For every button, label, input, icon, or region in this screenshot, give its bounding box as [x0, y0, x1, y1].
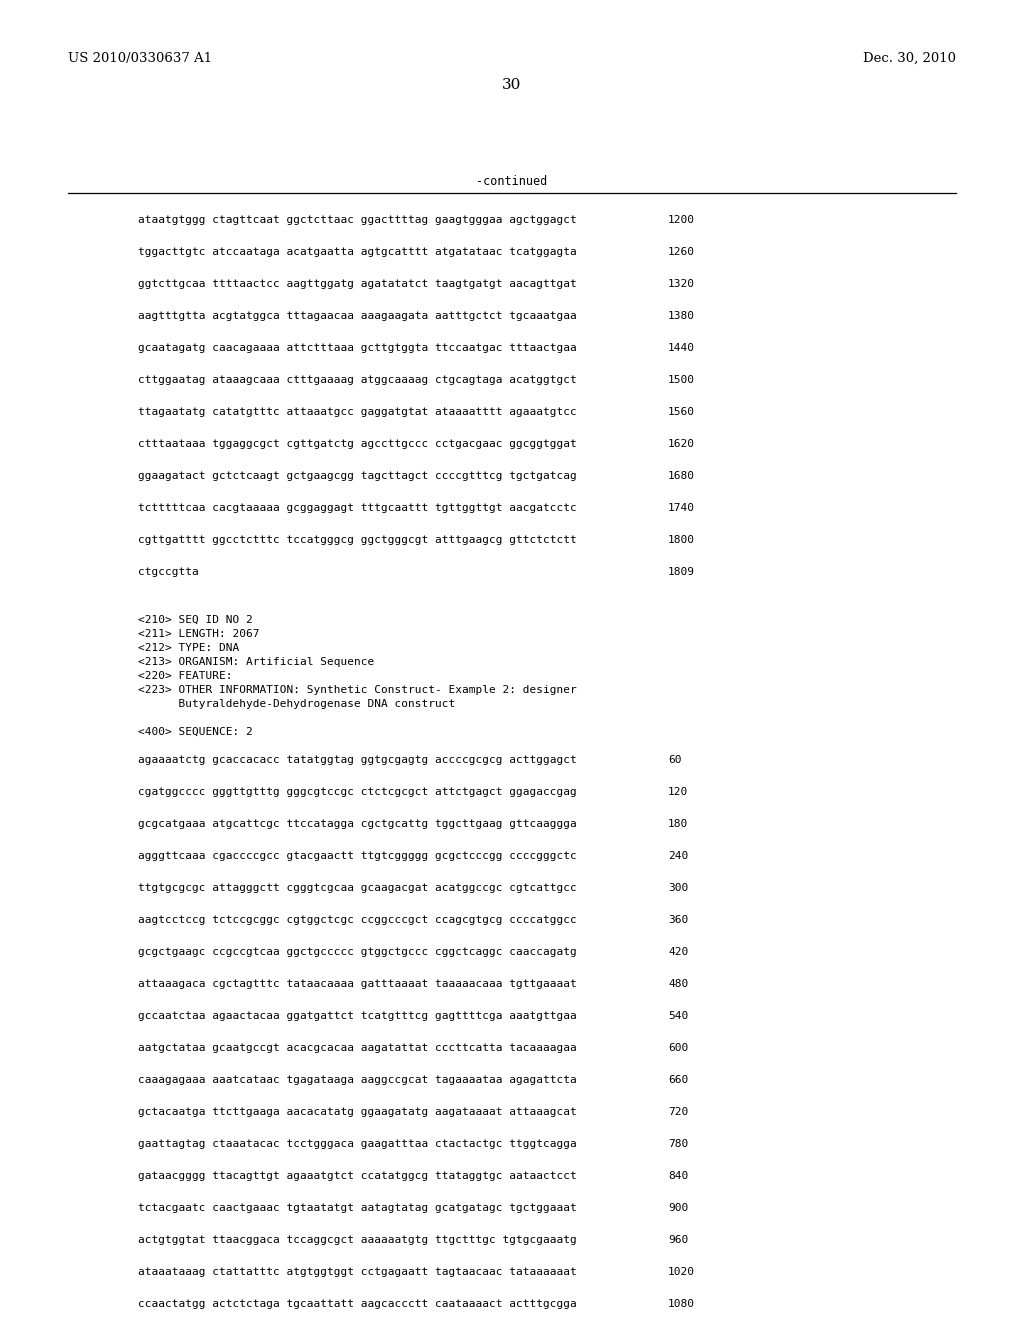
Text: ggaagatact gctctcaagt gctgaagcgg tagcttagct ccccgtttcg tgctgatcag: ggaagatact gctctcaagt gctgaagcgg tagctta… [138, 471, 577, 480]
Text: 840: 840 [668, 1171, 688, 1181]
Text: ccaactatgg actctctaga tgcaattatt aagcaccctt caataaaact actttgcgga: ccaactatgg actctctaga tgcaattatt aagcacc… [138, 1299, 577, 1309]
Text: 1380: 1380 [668, 312, 695, 321]
Text: 1020: 1020 [668, 1267, 695, 1276]
Text: 780: 780 [668, 1139, 688, 1148]
Text: 1800: 1800 [668, 535, 695, 545]
Text: 1680: 1680 [668, 471, 695, 480]
Text: actgtggtat ttaacggaca tccaggcgct aaaaaatgtg ttgctttgc tgtgcgaaatg: actgtggtat ttaacggaca tccaggcgct aaaaaat… [138, 1236, 577, 1245]
Text: 1560: 1560 [668, 407, 695, 417]
Text: agaaaatctg gcaccacacc tatatggtag ggtgcgagtg accccgcgcg acttggagct: agaaaatctg gcaccacacc tatatggtag ggtgcga… [138, 755, 577, 766]
Text: ctgccgtta: ctgccgtta [138, 568, 199, 577]
Text: 360: 360 [668, 915, 688, 925]
Text: <223> OTHER INFORMATION: Synthetic Construct- Example 2: designer: <223> OTHER INFORMATION: Synthetic Const… [138, 685, 577, 696]
Text: 540: 540 [668, 1011, 688, 1020]
Text: aagtttgtta acgtatggca tttagaacaa aaagaagata aatttgctct tgcaaatgaa: aagtttgtta acgtatggca tttagaacaa aaagaag… [138, 312, 577, 321]
Text: 480: 480 [668, 979, 688, 989]
Text: 1500: 1500 [668, 375, 695, 385]
Text: aatgctataa gcaatgccgt acacgcacaa aagatattat cccttcatta tacaaaagaa: aatgctataa gcaatgccgt acacgcacaa aagatat… [138, 1043, 577, 1053]
Text: 1809: 1809 [668, 568, 695, 577]
Text: 960: 960 [668, 1236, 688, 1245]
Text: 420: 420 [668, 946, 688, 957]
Text: -continued: -continued [476, 176, 548, 187]
Text: Butyraldehyde-Dehydrogenase DNA construct: Butyraldehyde-Dehydrogenase DNA construc… [138, 700, 456, 709]
Text: 720: 720 [668, 1107, 688, 1117]
Text: 240: 240 [668, 851, 688, 861]
Text: ataatgtggg ctagttcaat ggctcttaac ggacttttag gaagtgggaa agctggagct: ataatgtggg ctagttcaat ggctcttaac ggacttt… [138, 215, 577, 224]
Text: ttagaatatg catatgtttc attaaatgcc gaggatgtat ataaaatttt agaaatgtcc: ttagaatatg catatgtttc attaaatgcc gaggatg… [138, 407, 577, 417]
Text: 600: 600 [668, 1043, 688, 1053]
Text: ataaataaag ctattatttc atgtggtggt cctgagaatt tagtaacaac tataaaaaat: ataaataaag ctattatttc atgtggtggt cctgaga… [138, 1267, 577, 1276]
Text: ggtcttgcaa ttttaactcc aagttggatg agatatatct taagtgatgt aacagttgat: ggtcttgcaa ttttaactcc aagttggatg agatata… [138, 279, 577, 289]
Text: gaattagtag ctaaatacac tcctgggaca gaagatttaa ctactactgc ttggtcagga: gaattagtag ctaaatacac tcctgggaca gaagatt… [138, 1139, 577, 1148]
Text: gataacgggg ttacagttgt agaaatgtct ccatatggcg ttataggtgc aataactcct: gataacgggg ttacagttgt agaaatgtct ccatatg… [138, 1171, 577, 1181]
Text: gctacaatga ttcttgaaga aacacatatg ggaagatatg aagataaaat attaaagcat: gctacaatga ttcttgaaga aacacatatg ggaagat… [138, 1107, 577, 1117]
Text: Dec. 30, 2010: Dec. 30, 2010 [863, 51, 956, 65]
Text: 660: 660 [668, 1074, 688, 1085]
Text: 60: 60 [668, 755, 682, 766]
Text: <212> TYPE: DNA: <212> TYPE: DNA [138, 643, 240, 653]
Text: <400> SEQUENCE: 2: <400> SEQUENCE: 2 [138, 727, 253, 737]
Text: 1440: 1440 [668, 343, 695, 352]
Text: ttgtgcgcgc attagggctt cgggtcgcaa gcaagacgat acatggccgc cgtcattgcc: ttgtgcgcgc attagggctt cgggtcgcaa gcaagac… [138, 883, 577, 894]
Text: <213> ORGANISM: Artificial Sequence: <213> ORGANISM: Artificial Sequence [138, 657, 374, 667]
Text: ctttaataaa tggaggcgct cgttgatctg agccttgccc cctgacgaac ggcggtggat: ctttaataaa tggaggcgct cgttgatctg agccttg… [138, 440, 577, 449]
Text: tggacttgtc atccaataga acatgaatta agtgcatttt atgatataac tcatggagta: tggacttgtc atccaataga acatgaatta agtgcat… [138, 247, 577, 257]
Text: tctacgaatc caactgaaac tgtaatatgt aatagtatag gcatgatagc tgctggaaat: tctacgaatc caactgaaac tgtaatatgt aatagta… [138, 1203, 577, 1213]
Text: 1320: 1320 [668, 279, 695, 289]
Text: 120: 120 [668, 787, 688, 797]
Text: 1200: 1200 [668, 215, 695, 224]
Text: 1080: 1080 [668, 1299, 695, 1309]
Text: <211> LENGTH: 2067: <211> LENGTH: 2067 [138, 630, 259, 639]
Text: gccaatctaa agaactacaa ggatgattct tcatgtttcg gagttttcga aaatgttgaa: gccaatctaa agaactacaa ggatgattct tcatgtt… [138, 1011, 577, 1020]
Text: gcaatagatg caacagaaaa attctttaaa gcttgtggta ttccaatgac tttaactgaa: gcaatagatg caacagaaaa attctttaaa gcttgtg… [138, 343, 577, 352]
Text: 1740: 1740 [668, 503, 695, 513]
Text: caaagagaaa aaatcataac tgagataaga aaggccgcat tagaaaataa agagattcta: caaagagaaa aaatcataac tgagataaga aaggccg… [138, 1074, 577, 1085]
Text: cgatggcccc gggttgtttg gggcgtccgc ctctcgcgct attctgagct ggagaccgag: cgatggcccc gggttgtttg gggcgtccgc ctctcgc… [138, 787, 577, 797]
Text: agggttcaaa cgaccccgcc gtacgaactt ttgtcggggg gcgctcccgg ccccgggctc: agggttcaaa cgaccccgcc gtacgaactt ttgtcgg… [138, 851, 577, 861]
Text: tctttttcaa cacgtaaaaa gcggaggagt tttgcaattt tgttggttgt aacgatcctc: tctttttcaa cacgtaaaaa gcggaggagt tttgcaa… [138, 503, 577, 513]
Text: 1620: 1620 [668, 440, 695, 449]
Text: cttggaatag ataaagcaaa ctttgaaaag atggcaaaag ctgcagtaga acatggtgct: cttggaatag ataaagcaaa ctttgaaaag atggcaa… [138, 375, 577, 385]
Text: US 2010/0330637 A1: US 2010/0330637 A1 [68, 51, 212, 65]
Text: <210> SEQ ID NO 2: <210> SEQ ID NO 2 [138, 615, 253, 624]
Text: 180: 180 [668, 818, 688, 829]
Text: attaaagaca cgctagtttc tataacaaaa gatttaaaat taaaaacaaa tgttgaaaat: attaaagaca cgctagtttc tataacaaaa gatttaa… [138, 979, 577, 989]
Text: gcgcatgaaa atgcattcgc ttccatagga cgctgcattg tggcttgaag gttcaaggga: gcgcatgaaa atgcattcgc ttccatagga cgctgca… [138, 818, 577, 829]
Text: gcgctgaagc ccgccgtcaa ggctgccccc gtggctgccc cggctcaggc caaccagatg: gcgctgaagc ccgccgtcaa ggctgccccc gtggctg… [138, 946, 577, 957]
Text: <220> FEATURE:: <220> FEATURE: [138, 671, 232, 681]
Text: 300: 300 [668, 883, 688, 894]
Text: cgttgatttt ggcctctttc tccatgggcg ggctgggcgt atttgaagcg gttctctctt: cgttgatttt ggcctctttc tccatgggcg ggctggg… [138, 535, 577, 545]
Text: 900: 900 [668, 1203, 688, 1213]
Text: 1260: 1260 [668, 247, 695, 257]
Text: 30: 30 [503, 78, 521, 92]
Text: aagtcctccg tctccgcggc cgtggctcgc ccggcccgct ccagcgtgcg ccccatggcc: aagtcctccg tctccgcggc cgtggctcgc ccggccc… [138, 915, 577, 925]
